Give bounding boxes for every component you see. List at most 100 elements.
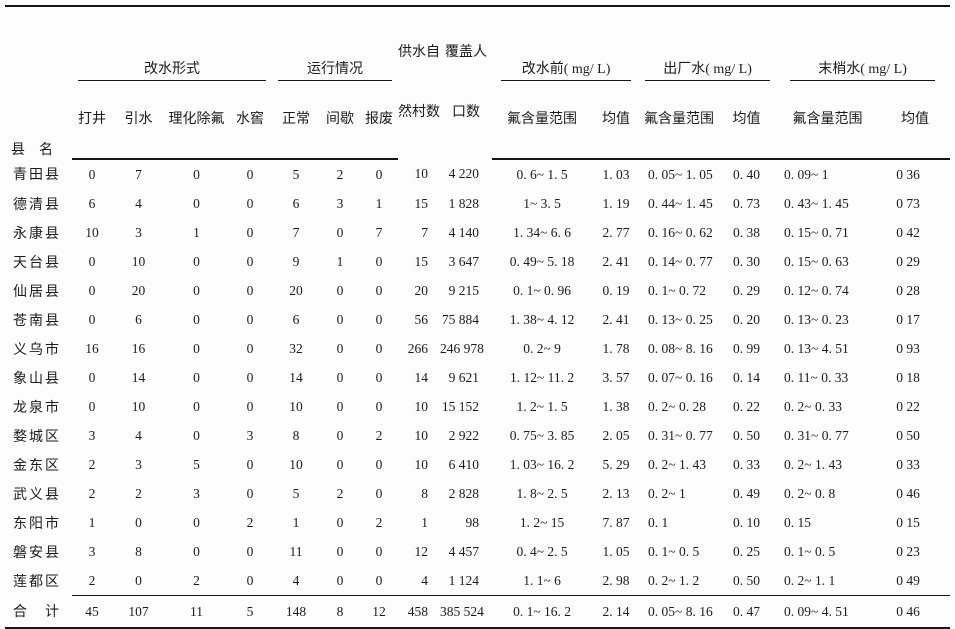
cell-r2: 0. 31~ 0. 77 (648, 427, 713, 443)
cell-vil: 266 (407, 340, 429, 356)
cell-ys: 107 (112, 595, 165, 627)
cell-lh: 11 (165, 595, 228, 627)
cell-vil: 56 (414, 311, 429, 327)
cell-m2: 0. 10 (733, 514, 761, 530)
header-line: 供水自 (398, 45, 441, 60)
cell-jx: 0 (336, 572, 344, 588)
group-label: 末梢水( mg/ L) (790, 59, 936, 81)
cell-sj: 0 (246, 224, 254, 240)
cell-zc: 6 (292, 311, 300, 327)
cell-jx: 0 (336, 398, 344, 414)
cell-r2: 0. 05~ 8. 16 (640, 595, 719, 627)
table-row: 天台县 0 10 0 0 9 1 0 15 3 647 0. 49~ 5. 18 2. 41 0. 14… (5, 247, 950, 276)
cell-dj: 0 (88, 398, 96, 414)
cell-m1: 1. 05 (602, 543, 630, 559)
cell-ys: 16 (131, 340, 146, 356)
table-row: 象山县 0 14 0 0 14 0 0 14 9 621 1. 12~ 11. 2 3. 57 0. 0… (5, 363, 950, 392)
cell-pop: 6 410 (448, 456, 480, 472)
cell-pop: 3 647 (448, 253, 480, 269)
cell-sj: 2 (246, 514, 254, 530)
cell-m3: 0 93 (896, 340, 920, 356)
cell-pop: 4 140 (448, 224, 480, 240)
county-name: 象山县 (13, 371, 61, 387)
cell-m3: 0 18 (896, 369, 920, 385)
cell-zc: 8 (292, 427, 300, 443)
cell-r1: 1. 2~ 1. 5 (516, 398, 568, 414)
cell-r3: 0. 2~ 1. 43 (784, 456, 842, 472)
cell-vil: 10 (414, 398, 429, 414)
cell-m2: 0. 38 (733, 224, 761, 240)
cell-r1: 1. 8~ 2. 5 (516, 485, 568, 501)
header-physicochemical-defluoridation: 理化除氟 (165, 80, 228, 161)
cell-r3: 0. 43~ 1. 45 (784, 195, 849, 211)
cell-zc: 10 (289, 456, 303, 472)
cell-jx: 0 (336, 224, 344, 240)
cell-m3: 0 15 (896, 514, 920, 530)
cell-r3: 0. 11~ 0. 33 (784, 369, 849, 385)
cell-bf: 0 (375, 253, 383, 269)
cell-jx: 0 (336, 340, 344, 356)
cell-m3: 0 22 (896, 398, 920, 414)
county-name: 莲都区 (13, 574, 61, 590)
cell-vil: 10 (414, 456, 429, 472)
cell-m2: 0. 40 (733, 166, 761, 182)
header-mean-before: 均值 (592, 80, 641, 161)
cell-m1: 2. 13 (602, 485, 630, 501)
cell-r3: 0. 15 (784, 514, 812, 530)
cell-ys: 20 (131, 282, 146, 298)
table-row: 永康县 10 3 1 0 7 0 7 7 4 140 1. 34~ 6. 6 2. 77 0. 16~ … (5, 218, 950, 247)
county-name: 合 计 (13, 605, 61, 621)
header-supplied-villages: 供水自 然村数 (398, 7, 440, 159)
header-sub-row: 打井 引水 理化除氟 水窖 正常 间歇 报废 氟含量范围 均值 氟含量范围 均值… (5, 80, 951, 161)
cell-zc: 9 (292, 253, 300, 269)
cell-r1: 0. 75~ 3. 85 (509, 427, 575, 443)
cell-zc: 6 (292, 195, 300, 211)
cell-zc: 5 (292, 485, 300, 501)
cell-jx: 8 (320, 595, 360, 627)
cell-m1: 7. 87 (602, 514, 630, 530)
cell-m2: 0. 50 (733, 427, 761, 443)
cell-dj: 2 (88, 485, 96, 501)
cell-r1: 0. 1~ 0. 96 (513, 282, 571, 298)
cell-pop: 4 457 (448, 543, 480, 559)
header-fluoride-range-before: 氟含量范围 (492, 80, 593, 161)
cell-bf: 0 (375, 485, 383, 501)
cell-lh: 0 (193, 282, 200, 298)
cell-bf: 0 (375, 543, 383, 559)
table-row: 龙泉市 0 10 0 0 10 0 0 10 15 152 1. 2~ 1. 5 1. 38 0. 2~… (5, 392, 950, 421)
cell-bf: 0 (375, 572, 383, 588)
cell-r2: 0. 08~ 8. 16 (648, 340, 713, 356)
table-row: 仙居县 0 20 0 0 20 0 0 20 9 215 0. 1~ 0. 96 0. 19 0. 1~… (5, 276, 950, 305)
cell-bf: 2 (375, 427, 383, 443)
cell-zc: 1 (292, 514, 300, 530)
cell-lh: 2 (193, 572, 200, 588)
header-group-row: 县 名 改水形式 运行情况 供水自 然村数 覆盖人 口数 改水前( mg/ L)… (5, 7, 950, 158)
cell-m2: 0. 22 (733, 398, 761, 414)
table-row: 婺城区 3 4 0 3 8 0 2 10 2 922 0. 75~ 3. 85 2. 05 0. 31~… (5, 421, 950, 450)
cell-zc: 7 (292, 224, 300, 240)
header-mean-factory: 均值 (718, 80, 776, 161)
cell-r3: 0. 2~ 1. 1 (784, 572, 836, 588)
header-group-tap-water: 末梢水( mg/ L) (775, 7, 950, 81)
table-row: 青田县 0 7 0 0 5 2 0 10 4 220 0. 6~ 1. 5 1. 03 0. 05~ 1… (5, 159, 950, 189)
cell-ys: 0 (135, 514, 142, 530)
table-row: 磐安县 3 8 0 0 11 0 0 12 4 457 0. 4~ 2. 5 1. 05 0. 1~ 0… (5, 537, 950, 566)
county-name: 苍南县 (13, 313, 61, 329)
cell-ys: 8 (135, 543, 142, 559)
cell-m3: 0 23 (896, 543, 920, 559)
cell-m1: 0. 19 (602, 282, 630, 298)
cell-dj: 6 (88, 195, 96, 211)
header-normal: 正常 (272, 80, 320, 161)
county-name: 德清县 (13, 197, 61, 213)
cell-m1: 3. 57 (602, 369, 630, 385)
cell-zc: 11 (289, 543, 303, 559)
cell-pop: 385 524 (440, 595, 493, 627)
cell-m2: 0. 14 (733, 369, 761, 385)
cell-r2: 0. 05~ 1. 05 (648, 166, 713, 182)
cell-vil: 458 (398, 595, 441, 627)
cell-m1: 2. 98 (602, 572, 630, 588)
group-label: 改水前( mg/ L) (501, 59, 632, 81)
table-row: 德清县 6 4 0 0 6 3 1 15 1 828 1~ 3. 5 1. 19 0. 44~ 1. 4… (5, 189, 950, 218)
cell-m2: 0. 33 (733, 456, 761, 472)
cell-jx: 0 (336, 427, 344, 443)
